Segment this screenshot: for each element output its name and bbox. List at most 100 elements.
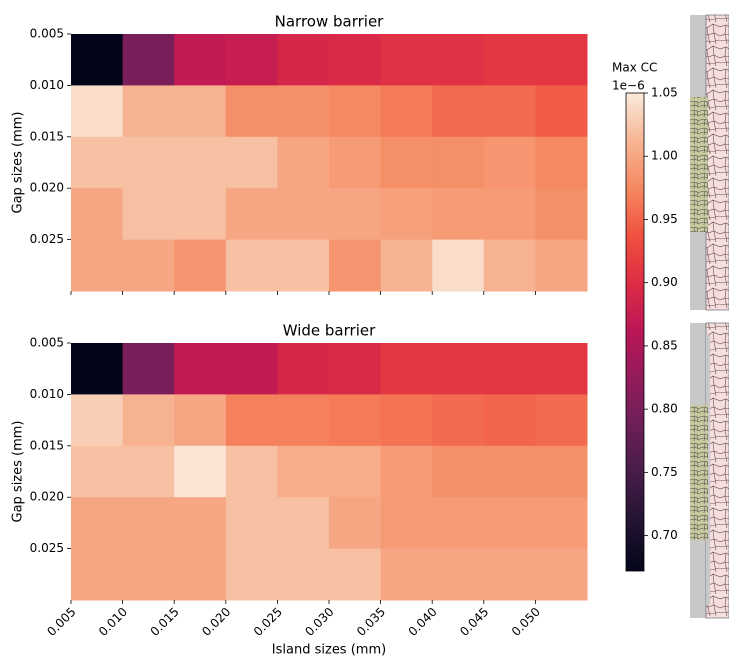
heatmap-cell: [484, 394, 536, 446]
heatmap-cell: [329, 549, 381, 601]
heatmap-cell: [432, 137, 484, 189]
x-tick-label: 0.050: [509, 605, 543, 639]
heatmap-cell: [123, 394, 175, 446]
heatmap-cell: [123, 549, 175, 601]
heatmap-cell: [484, 240, 536, 292]
heatmap-cell: [381, 343, 433, 395]
heatmap-cell: [226, 85, 278, 137]
chart: Narrow barrier Gap sizes (mm) 0.005 0.010 0.…: [0, 0, 729, 657]
y-tick-label: 0.010: [30, 387, 64, 401]
heatmap-cell: [123, 188, 175, 240]
x-axis-label: Island sizes (mm): [272, 643, 386, 657]
y-tick-label: 0.005: [30, 27, 64, 41]
colorbar-tick-label: 0.85: [651, 338, 678, 352]
x-tick-label: 0.035: [354, 605, 388, 639]
heatmap-cell: [71, 394, 123, 446]
heatmap-cell: [329, 343, 381, 395]
heatmap-cell: [381, 446, 433, 498]
heatmap-cell: [381, 188, 433, 240]
heatmap-cell: [381, 240, 433, 292]
heatmap-cell: [381, 137, 433, 189]
heatmap-cell: [226, 446, 278, 498]
heatmap-cell: [277, 188, 329, 240]
heatmap-cell: [381, 394, 433, 446]
heatmap-cell: [432, 497, 484, 549]
island-patch: [690, 97, 708, 232]
heatmap-cell: [432, 34, 484, 86]
heatmap-cell: [277, 497, 329, 549]
heatmap-cell: [484, 34, 536, 86]
heatmap-cell: [226, 343, 278, 395]
heatmap-cell: [277, 34, 329, 86]
heatmap-cell: [432, 394, 484, 446]
colorbar: [626, 93, 644, 571]
heatmap-cell: [381, 85, 433, 137]
heatmap-cell: [535, 188, 587, 240]
x-tick-label: 0.045: [457, 605, 491, 639]
heatmap-cell: [484, 137, 536, 189]
y-tick-label: 0.015: [30, 438, 64, 452]
heatmap-cell: [484, 85, 536, 137]
heatmap-cell: [277, 394, 329, 446]
x-tick-label: 0.015: [148, 605, 182, 639]
heatmap-cell: [226, 137, 278, 189]
heatmap-cell: [174, 497, 226, 549]
heatmap-cell: [277, 446, 329, 498]
heatmap-cell: [277, 240, 329, 292]
heatmap-cell: [432, 343, 484, 395]
heatmap-cell: [535, 394, 587, 446]
heatmap-cell: [329, 497, 381, 549]
y-tick-label: 0.020: [30, 181, 64, 195]
heatmap-cell: [71, 497, 123, 549]
x-tick-label: 0.025: [251, 605, 285, 639]
heatmap-cell: [226, 549, 278, 601]
heatmap-cell: [277, 85, 329, 137]
heatmap-cell: [174, 549, 226, 601]
side-illustrations: [690, 15, 729, 618]
heatmap-cell: [123, 85, 175, 137]
heatmap-cell: [123, 240, 175, 292]
colorbar-label: Max CC: [612, 61, 657, 75]
heatmap-cell: [535, 343, 587, 395]
heatmap-cell: [329, 394, 381, 446]
heatmap-cell: [432, 446, 484, 498]
heatmap-cell: [329, 137, 381, 189]
heatmap-cell: [381, 549, 433, 601]
heatmap-cell: [174, 394, 226, 446]
heatmap-cell: [71, 446, 123, 498]
heatmap-cell: [484, 549, 536, 601]
heatmap-cell: [226, 497, 278, 549]
page: Narrow barrier Gap sizes (mm) 0.005 0.010 0.…: [0, 0, 729, 657]
heatmap-cell: [381, 34, 433, 86]
heatmap-cell: [71, 34, 123, 86]
y-tick-label: 0.025: [30, 232, 64, 246]
heatmap-cell: [71, 240, 123, 292]
heatmap-cell: [174, 446, 226, 498]
heatmap-cell: [71, 188, 123, 240]
cracked-layer: [706, 15, 729, 310]
heatmap-cell: [71, 549, 123, 601]
y-axis-label: Gap sizes (mm): [11, 420, 26, 522]
heatmap-cell: [535, 85, 587, 137]
heatmap-cell: [174, 343, 226, 395]
chart-title: Narrow barrier: [275, 13, 385, 31]
x-tick-label: 0.040: [406, 605, 440, 639]
colorbar-tick-label: 0.95: [651, 212, 678, 226]
heatmap-cell: [432, 549, 484, 601]
heatmap-cell: [123, 137, 175, 189]
colorbar-tick-label: 1.05: [651, 86, 678, 100]
chart-title: Wide barrier: [283, 322, 376, 340]
heatmap-cell: [123, 34, 175, 86]
heatmap-cell: [123, 497, 175, 549]
colorbar-tick-label: 0.80: [651, 402, 678, 416]
heatmap-cell: [226, 240, 278, 292]
heatmap-cell: [432, 188, 484, 240]
heatmap-cell: [535, 34, 587, 86]
heatmap-cell: [226, 394, 278, 446]
heatmap-cell: [329, 240, 381, 292]
colorbar-tick-label: 0.70: [651, 528, 678, 542]
heatmap-cell: [484, 188, 536, 240]
heatmap-cell: [174, 137, 226, 189]
y-tick-label: 0.015: [30, 129, 64, 143]
heatmap-cell: [174, 240, 226, 292]
